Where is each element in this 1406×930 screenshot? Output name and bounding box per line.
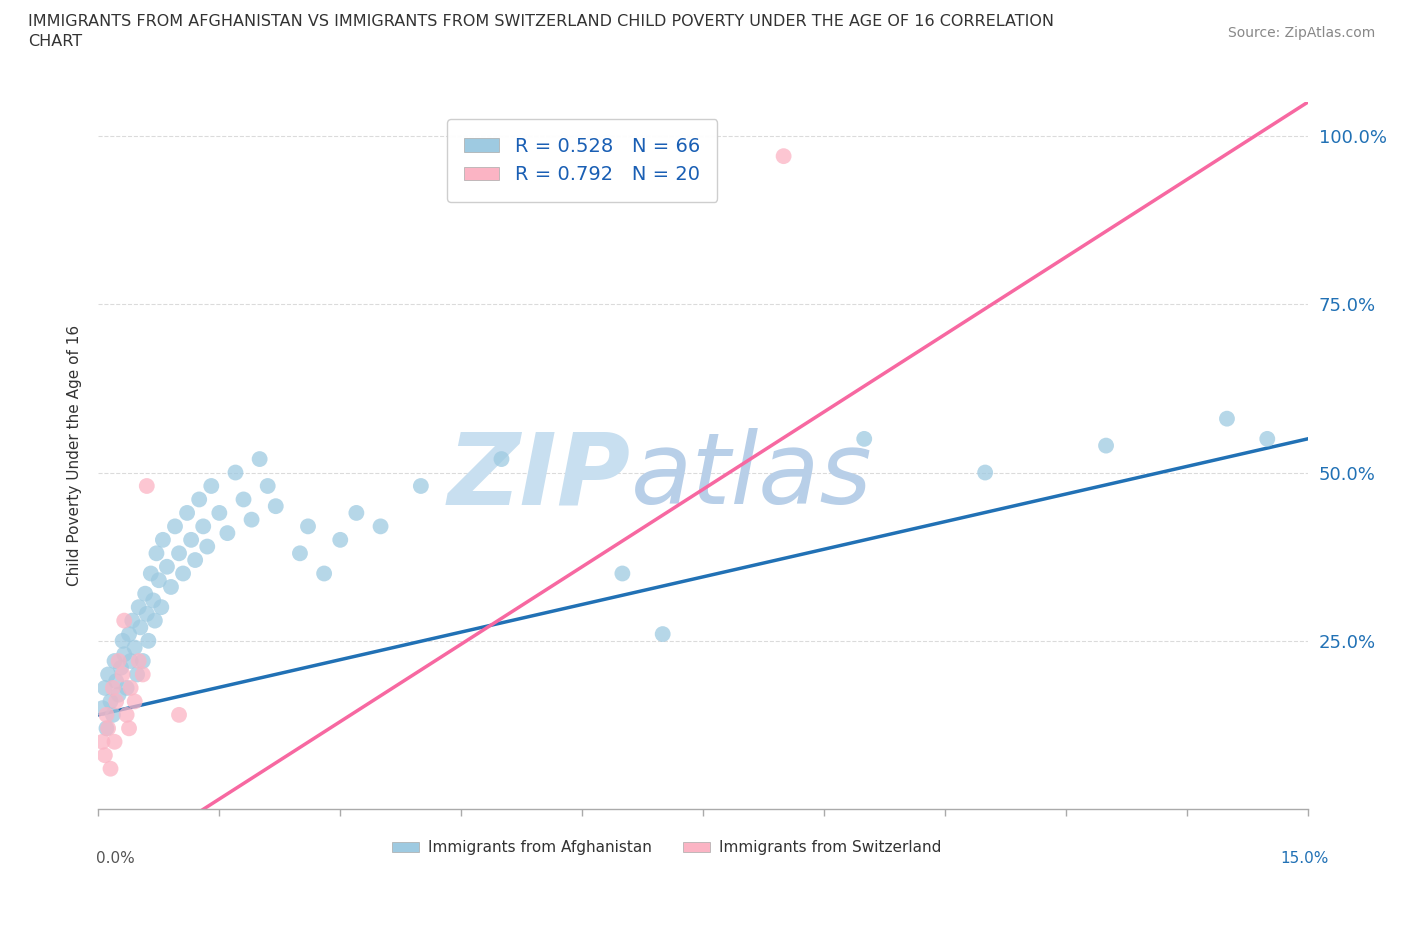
Point (172, 566, 194, 581)
Point (145, 546, 167, 561)
Point (111, 633, 134, 648)
Text: 15.0%: 15.0% (1281, 851, 1329, 866)
Point (118, 721, 141, 736)
Point (112, 613, 135, 628)
Point (97, 667, 120, 682)
Point (1216, 411, 1239, 426)
Point (240, 512, 263, 527)
Point (112, 647, 135, 662)
Point (135, 479, 157, 494)
Point (217, 525, 239, 540)
Point (974, 465, 997, 480)
Point (152, 532, 174, 547)
Point (344, 506, 367, 521)
Point (118, 627, 141, 642)
Point (224, 465, 246, 480)
Point (128, 600, 150, 615)
Point (100, 762, 122, 777)
Point (96, 721, 118, 736)
Point (156, 559, 179, 574)
Point (107, 654, 129, 669)
Point (297, 519, 319, 534)
Point (101, 681, 124, 696)
Point (167, 546, 190, 561)
Point (135, 606, 157, 621)
Point (138, 633, 160, 648)
Point (176, 506, 198, 521)
Point (148, 573, 170, 588)
Point (184, 552, 207, 567)
Point (100, 694, 122, 709)
Point (193, 519, 215, 534)
Point (120, 681, 142, 696)
Point (314, 566, 336, 581)
Point (232, 492, 254, 507)
Legend: Immigrants from Afghanistan, Immigrants from Switzerland: Immigrants from Afghanistan, Immigrants … (385, 834, 948, 861)
Point (264, 498, 287, 513)
Point (1095, 438, 1118, 453)
Point (115, 708, 138, 723)
Text: Source: ZipAtlas.com: Source: ZipAtlas.com (1227, 26, 1375, 40)
Point (120, 654, 142, 669)
Point (129, 620, 152, 635)
Point (105, 673, 128, 688)
Text: IMMIGRANTS FROM AFGHANISTAN VS IMMIGRANTS FROM SWITZERLAND CHILD POVERTY UNDER T: IMMIGRANTS FROM AFGHANISTAN VS IMMIGRANT… (28, 14, 1054, 29)
Point (143, 613, 166, 628)
Text: atlas: atlas (630, 429, 872, 525)
Point (150, 600, 173, 615)
Point (1256, 432, 1278, 446)
Text: ZIP: ZIP (447, 429, 630, 525)
Point (200, 479, 222, 494)
Point (115, 681, 138, 696)
Point (128, 654, 150, 669)
Point (132, 654, 155, 669)
Point (103, 735, 125, 750)
Point (91, 700, 114, 715)
Point (772, 149, 794, 164)
Y-axis label: Child Poverty Under the Age of 16: Child Poverty Under the Age of 16 (66, 326, 82, 586)
Point (853, 432, 876, 446)
Point (329, 532, 352, 547)
Point (121, 613, 143, 628)
Point (370, 519, 392, 534)
Point (110, 660, 132, 675)
Point (612, 566, 634, 581)
Point (103, 654, 125, 669)
Point (195, 539, 218, 554)
Point (101, 708, 124, 723)
Point (256, 479, 278, 494)
Point (97, 721, 120, 736)
Point (107, 687, 129, 702)
Point (208, 506, 231, 521)
Point (132, 667, 155, 682)
Point (163, 519, 186, 534)
Point (651, 627, 673, 642)
Point (94, 681, 117, 696)
Point (127, 667, 149, 682)
Point (134, 586, 156, 601)
Text: 0.0%: 0.0% (96, 851, 135, 866)
Text: CHART: CHART (28, 34, 82, 49)
Point (409, 479, 432, 494)
Point (180, 532, 202, 547)
Point (105, 694, 128, 709)
Point (142, 593, 165, 608)
Point (91, 735, 114, 750)
Point (167, 708, 190, 723)
Point (139, 566, 162, 581)
Point (111, 667, 134, 682)
Point (94, 748, 117, 763)
Point (249, 452, 271, 467)
Point (124, 694, 146, 709)
Point (160, 579, 183, 594)
Point (491, 452, 513, 467)
Point (288, 546, 311, 561)
Point (188, 492, 211, 507)
Point (96, 708, 118, 723)
Point (124, 640, 146, 655)
